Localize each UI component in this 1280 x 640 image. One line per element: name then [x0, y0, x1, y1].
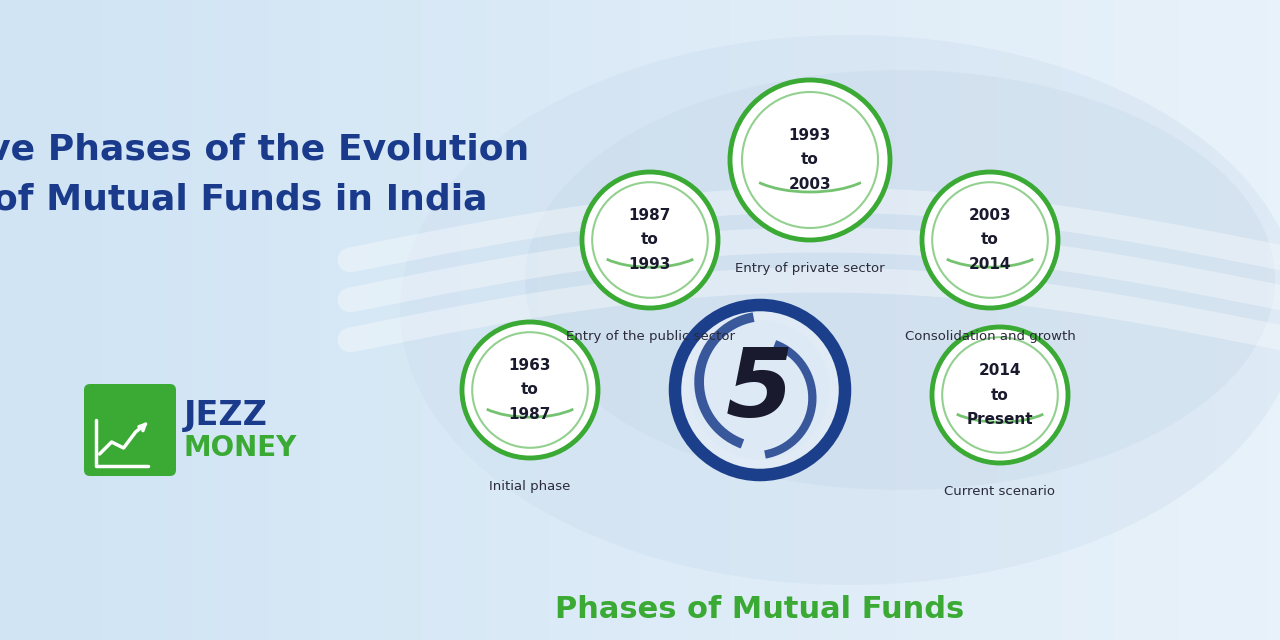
Text: 2014
to
Present: 2014 to Present [966, 363, 1033, 427]
Text: Five Phases of the Evolution: Five Phases of the Evolution [0, 133, 530, 167]
Text: Initial phase: Initial phase [489, 480, 571, 493]
Ellipse shape [525, 70, 1275, 490]
Circle shape [932, 327, 1068, 463]
Text: 1963
to
1987: 1963 to 1987 [508, 358, 552, 422]
Circle shape [690, 320, 829, 460]
Text: 1987
to
1993: 1987 to 1993 [628, 208, 671, 272]
Ellipse shape [399, 35, 1280, 585]
Text: 5: 5 [726, 344, 794, 436]
Text: Entry of private sector: Entry of private sector [735, 262, 884, 275]
Circle shape [582, 172, 718, 308]
Circle shape [922, 172, 1059, 308]
Text: JEZZ: JEZZ [184, 399, 268, 433]
Circle shape [675, 305, 845, 475]
Text: of Mutual Funds in India: of Mutual Funds in India [0, 183, 488, 217]
Text: MONEY: MONEY [184, 434, 297, 462]
Text: Current scenario: Current scenario [945, 485, 1056, 498]
Text: Phases of Mutual Funds: Phases of Mutual Funds [556, 595, 965, 625]
Circle shape [730, 80, 890, 240]
Text: Entry of the public sector: Entry of the public sector [566, 330, 735, 343]
Circle shape [462, 322, 598, 458]
Text: 1993
to
2003: 1993 to 2003 [788, 128, 831, 192]
Text: Consolidation and growth: Consolidation and growth [905, 330, 1075, 343]
FancyBboxPatch shape [84, 384, 177, 476]
Text: 2003
to
2014: 2003 to 2014 [969, 208, 1011, 272]
